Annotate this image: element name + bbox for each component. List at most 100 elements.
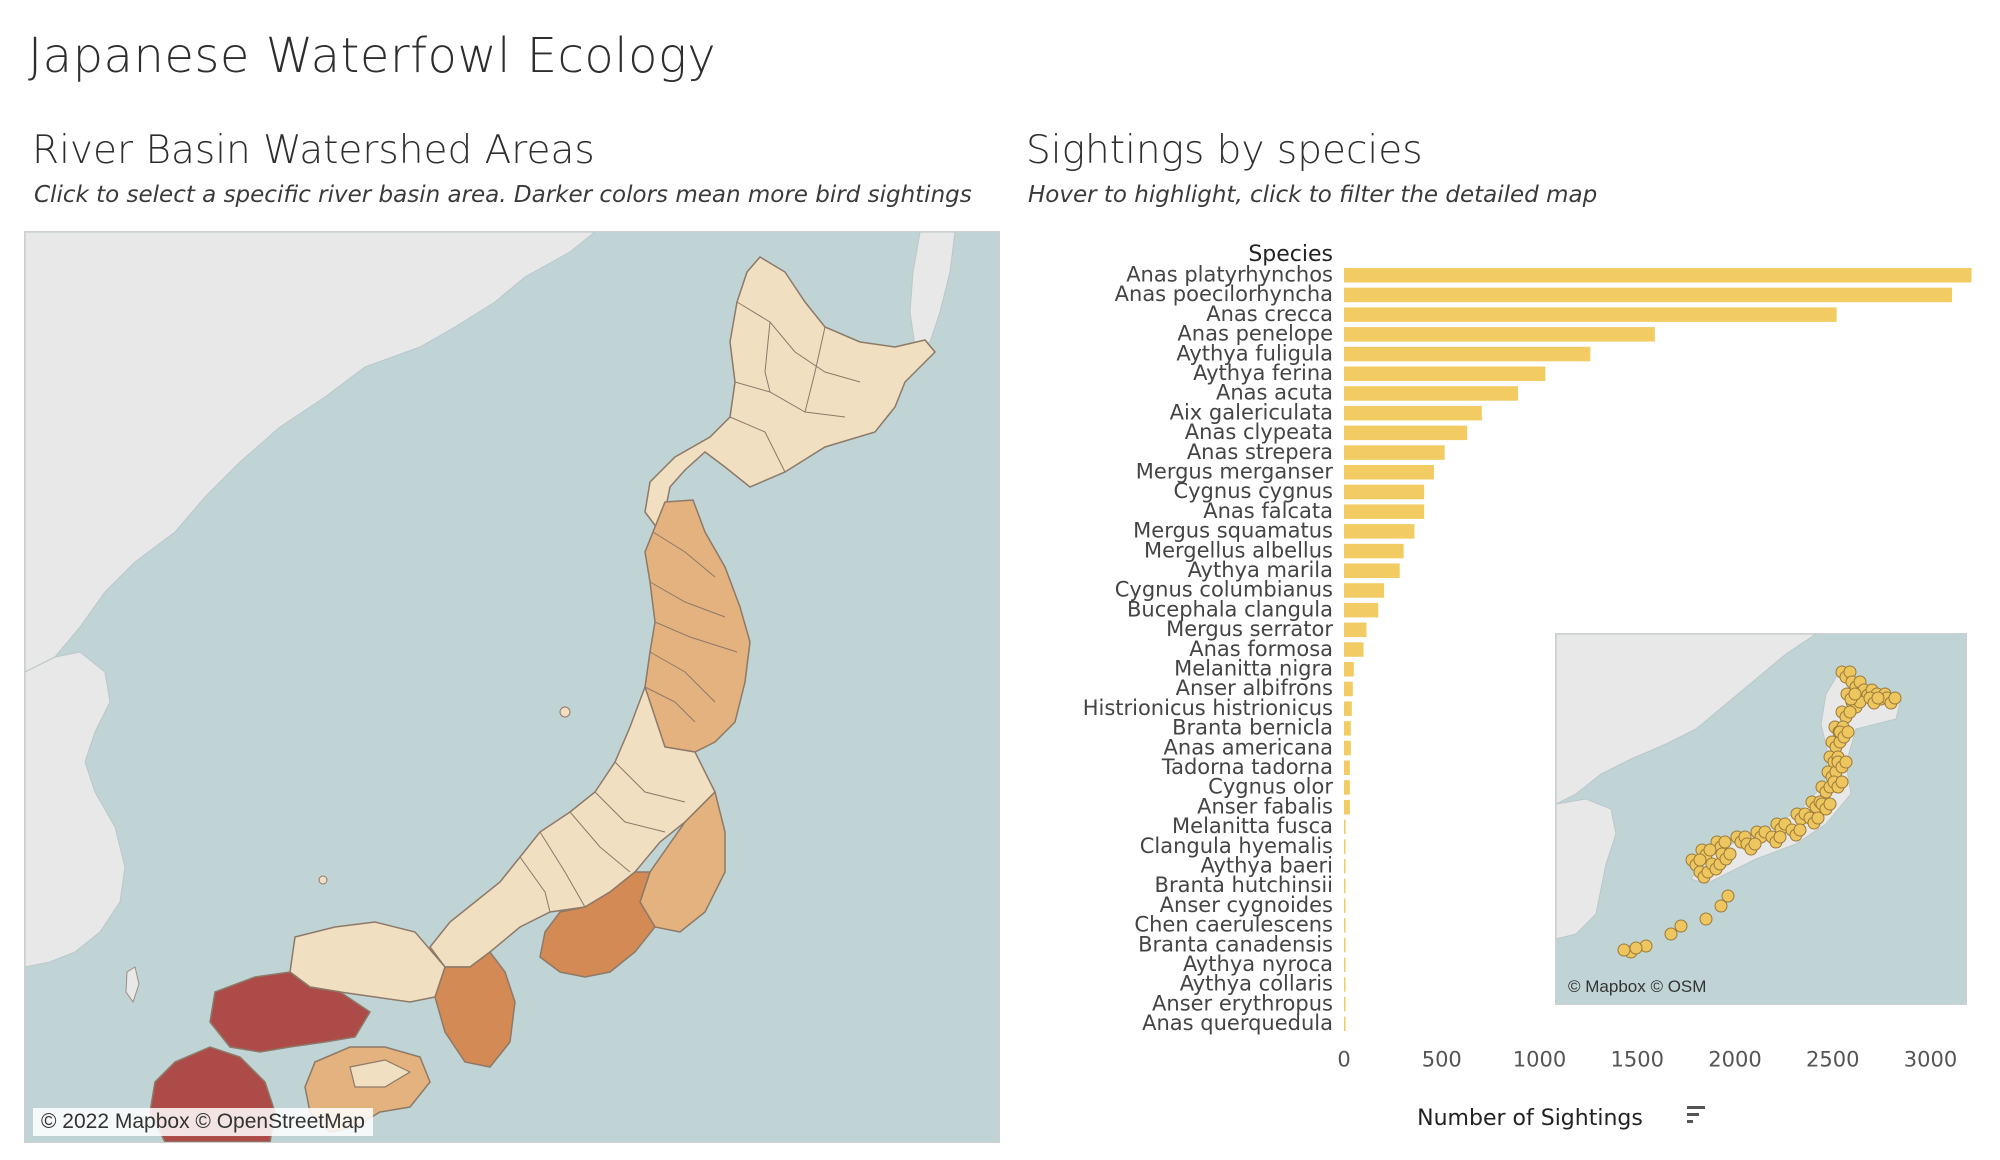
species-label[interactable]: Cygnus columbianus xyxy=(1115,578,1333,602)
sighting-marker[interactable] xyxy=(1793,823,1807,837)
species-bar[interactable] xyxy=(1344,937,1346,953)
species-label[interactable]: Aythya fuligula xyxy=(1176,341,1333,365)
species-label[interactable]: Anas crecca xyxy=(1206,302,1333,326)
sighting-marker[interactable] xyxy=(1871,691,1885,705)
sighting-marker[interactable] xyxy=(1629,941,1643,955)
sort-icon[interactable] xyxy=(1687,1106,1705,1123)
species-bar[interactable] xyxy=(1344,859,1346,874)
species-bar[interactable] xyxy=(1344,642,1364,657)
species-label[interactable]: Branta hutchinsii xyxy=(1155,873,1333,897)
species-bar[interactable] xyxy=(1344,799,1350,815)
species-label[interactable]: Anser fabalis xyxy=(1197,794,1333,818)
species-label[interactable]: Tadorna tadorna xyxy=(1161,755,1333,779)
species-label[interactable]: Branta canadensis xyxy=(1138,932,1333,956)
species-label[interactable]: Melanitta nigra xyxy=(1174,657,1333,681)
sighting-marker[interactable] xyxy=(1839,755,1853,769)
species-bar[interactable] xyxy=(1344,819,1346,835)
species-label[interactable]: Aythya ferina xyxy=(1193,361,1333,385)
species-label[interactable]: Mergus squamatus xyxy=(1133,519,1333,543)
species-bar[interactable] xyxy=(1344,268,1972,283)
sighting-marker[interactable] xyxy=(1888,691,1902,705)
species-bar[interactable] xyxy=(1344,740,1351,756)
sighting-marker[interactable] xyxy=(1699,912,1713,926)
watershed-map[interactable]: © 2022 Mapbox © OpenStreetMap xyxy=(24,231,1000,1143)
species-bar[interactable] xyxy=(1344,445,1445,460)
species-label[interactable]: Anas penelope xyxy=(1177,322,1333,346)
sighting-marker[interactable] xyxy=(1811,811,1825,825)
sighting-marker[interactable] xyxy=(1841,725,1855,739)
basin-tohoku[interactable] xyxy=(644,499,751,753)
species-label[interactable]: Bucephala clangula xyxy=(1127,597,1333,621)
detail-sightings-map[interactable]: © Mapbox © OSM xyxy=(1555,633,1967,1005)
species-label[interactable]: Mergus merganser xyxy=(1136,460,1334,484)
species-bar[interactable] xyxy=(1344,583,1385,598)
species-bar[interactable] xyxy=(1344,701,1352,716)
species-label[interactable]: Anser cygnoides xyxy=(1160,893,1333,917)
species-bar[interactable] xyxy=(1344,563,1400,579)
sighting-marker[interactable] xyxy=(1721,889,1735,903)
sighting-marker[interactable] xyxy=(1835,775,1849,789)
species-bar[interactable] xyxy=(1344,1016,1346,1032)
species-label[interactable]: Branta bernicla xyxy=(1172,716,1333,740)
species-label[interactable]: Anas platyrhynchos xyxy=(1126,263,1333,287)
species-label[interactable]: Anser erythropus xyxy=(1152,991,1333,1015)
species-bar[interactable] xyxy=(1344,721,1351,736)
species-label[interactable]: Anas acuta xyxy=(1216,381,1333,405)
species-label[interactable]: Chen caerulescens xyxy=(1134,913,1333,937)
species-label[interactable]: Aix galericulata xyxy=(1170,400,1333,424)
sighting-marker[interactable] xyxy=(1718,835,1732,849)
species-label[interactable]: Mergus serrator xyxy=(1166,617,1333,641)
species-label[interactable]: Anser albifrons xyxy=(1176,676,1333,700)
species-bar[interactable] xyxy=(1344,878,1346,894)
species-label[interactable]: Aythya collaris xyxy=(1180,972,1333,996)
sighting-marker[interactable] xyxy=(1848,687,1862,701)
sighting-marker[interactable] xyxy=(1617,943,1631,957)
species-label[interactable]: Histrionicus histrionicus xyxy=(1083,696,1333,720)
species-bar[interactable] xyxy=(1344,386,1518,401)
basin-chugoku-west[interactable] xyxy=(209,971,372,1053)
species-label[interactable]: Anas querquedula xyxy=(1142,1011,1333,1035)
basin-kinki[interactable] xyxy=(434,950,516,1068)
species-bar[interactable] xyxy=(1344,602,1379,618)
species-bar[interactable] xyxy=(1344,977,1346,992)
species-label[interactable]: Clangula hyemalis xyxy=(1140,834,1333,858)
species-bar[interactable] xyxy=(1344,622,1367,638)
species-bar[interactable] xyxy=(1344,327,1655,342)
species-label[interactable]: Aythya marila xyxy=(1188,558,1333,582)
basin-tokai[interactable] xyxy=(539,871,656,978)
species-bar[interactable] xyxy=(1344,957,1346,973)
basin-hokkaido[interactable] xyxy=(644,256,937,563)
sighting-marker[interactable] xyxy=(1714,899,1728,913)
species-bar[interactable] xyxy=(1344,346,1591,362)
species-bar[interactable] xyxy=(1344,366,1546,382)
species-bar[interactable] xyxy=(1344,425,1468,441)
basin-shikoku-north[interactable] xyxy=(349,1059,412,1088)
species-label[interactable]: Mergellus albellus xyxy=(1144,538,1333,562)
species-bar[interactable] xyxy=(1344,405,1482,421)
sighting-marker[interactable] xyxy=(1664,927,1678,941)
species-bar[interactable] xyxy=(1344,307,1837,322)
species-bar[interactable] xyxy=(1344,760,1350,776)
species-label[interactable]: Aythya nyroca xyxy=(1183,952,1333,976)
sighting-marker[interactable] xyxy=(1723,847,1737,861)
species-bar[interactable] xyxy=(1344,484,1425,500)
species-bar[interactable] xyxy=(1344,681,1353,697)
species-label[interactable]: Anas strepera xyxy=(1187,440,1333,464)
species-bar[interactable] xyxy=(1344,465,1434,480)
species-label[interactable]: Cygnus olor xyxy=(1208,775,1333,799)
species-label[interactable]: Anas poecilorhyncha xyxy=(1115,282,1333,306)
species-label[interactable]: Aythya baeri xyxy=(1201,854,1333,878)
species-bar[interactable] xyxy=(1344,898,1346,913)
sighting-marker[interactable] xyxy=(1693,853,1707,867)
sighting-marker[interactable] xyxy=(1703,843,1717,857)
species-label[interactable]: Anas falcata xyxy=(1203,499,1333,523)
sighting-marker[interactable] xyxy=(1748,837,1762,851)
species-label[interactable]: Cygnus cygnus xyxy=(1173,479,1333,503)
species-bar[interactable] xyxy=(1344,662,1354,677)
species-bar[interactable] xyxy=(1344,839,1346,854)
species-bar[interactable] xyxy=(1344,524,1415,539)
species-bar[interactable] xyxy=(1344,287,1953,303)
sighting-marker[interactable] xyxy=(1843,705,1857,719)
species-bar[interactable] xyxy=(1344,996,1346,1012)
species-label[interactable]: Anas clypeata xyxy=(1185,420,1333,444)
